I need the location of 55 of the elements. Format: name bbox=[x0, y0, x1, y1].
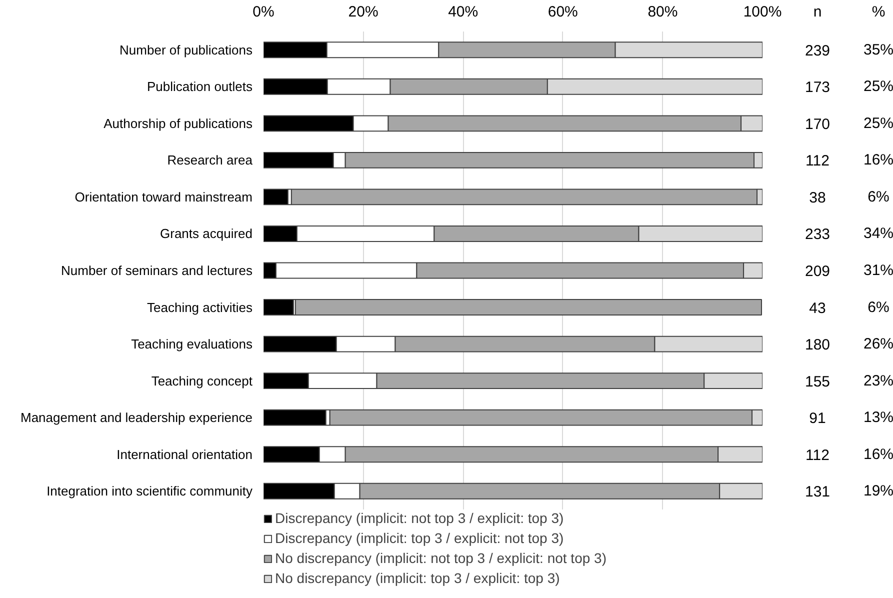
legend-label: No discrepancy (implicit: top 3 / explicit: top 3) bbox=[275, 569, 560, 587]
text: % bbox=[872, 4, 886, 20]
x-tick-label: 40% bbox=[448, 4, 478, 20]
text: 38 bbox=[809, 189, 826, 206]
text: 31% bbox=[863, 262, 893, 279]
x-tick-label: 100% bbox=[743, 4, 782, 20]
y-tick-label: Number of seminars and lectures bbox=[61, 263, 253, 278]
text: 23% bbox=[863, 372, 893, 390]
text: 112 bbox=[806, 446, 830, 464]
y-tick-label: Teaching activities bbox=[147, 300, 253, 315]
text: 155 bbox=[804, 373, 830, 390]
y-tick-label: Research area bbox=[167, 152, 254, 168]
x-tick-label: 80% bbox=[648, 4, 678, 20]
text: 25% bbox=[863, 114, 893, 132]
y-tick-label: Number of publications bbox=[120, 42, 253, 58]
text: 180 bbox=[804, 336, 830, 354]
text: 16% bbox=[863, 446, 893, 463]
text: 6% bbox=[868, 298, 890, 316]
y-tick-label: Grants acquired bbox=[160, 226, 253, 242]
bar bbox=[294, 299, 762, 316]
text: 112 bbox=[806, 152, 830, 170]
text: 26% bbox=[863, 336, 893, 353]
text: 35% bbox=[863, 41, 893, 58]
y-tick-label: Publication outlets bbox=[146, 79, 253, 94]
y-tick-label: Authorship of publications bbox=[104, 116, 253, 131]
text: 16% bbox=[863, 152, 893, 169]
bar bbox=[264, 188, 288, 206]
text: 34% bbox=[863, 225, 893, 242]
legend-label: No discrepancy (implicit: not top 3 / explicit: not top 3) bbox=[275, 549, 606, 567]
text: 239 bbox=[804, 42, 830, 60]
text: 25% bbox=[863, 78, 893, 96]
y-tick-label: International orientation bbox=[116, 446, 253, 462]
text: 19% bbox=[863, 482, 893, 500]
legend-label: Discrepancy (implicit: not top 3 / explicit: top 3) bbox=[275, 509, 564, 527]
text: 173 bbox=[804, 79, 830, 96]
x-tick-label: 20% bbox=[348, 4, 378, 20]
x-tick-label: 0% bbox=[252, 4, 274, 20]
text: n bbox=[813, 4, 822, 20]
y-tick-label: Integration into scientific community bbox=[46, 484, 253, 499]
text: 233 bbox=[804, 226, 830, 244]
y-tick-label: Teaching concept bbox=[151, 373, 253, 388]
text: 170 bbox=[804, 116, 830, 133]
text: 131 bbox=[804, 484, 830, 501]
bar bbox=[264, 409, 326, 426]
y-tick-label: Management and leadership experience bbox=[20, 410, 253, 426]
legend-label: Discrepancy (implicit: top 3 / explicit: not top 3) bbox=[275, 529, 564, 547]
y-tick-label: Teaching evaluations bbox=[131, 336, 253, 352]
text: 209 bbox=[804, 263, 830, 280]
text: 43 bbox=[809, 300, 826, 317]
text: 91 bbox=[809, 410, 826, 428]
text: 13% bbox=[863, 409, 893, 426]
bar bbox=[264, 299, 294, 316]
text: 6% bbox=[868, 188, 890, 206]
y-tick-label: Orientation toward mainstream bbox=[74, 189, 253, 204]
x-tick-label: 60% bbox=[548, 4, 578, 20]
